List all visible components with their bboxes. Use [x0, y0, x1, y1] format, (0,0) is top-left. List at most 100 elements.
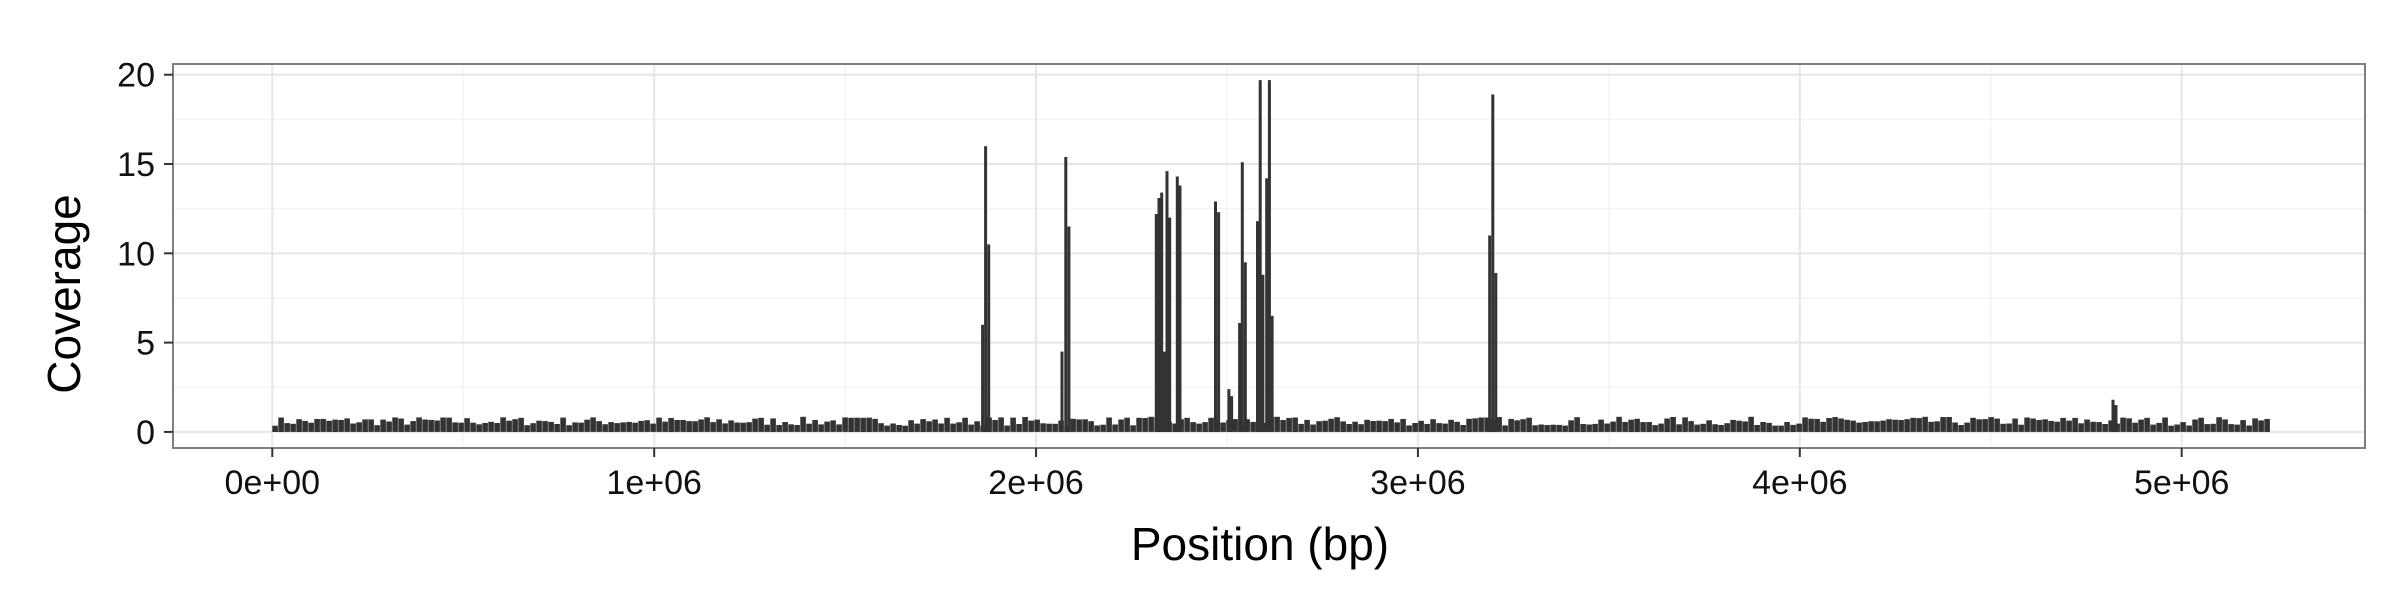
- coverage-baseline-bar: [920, 419, 926, 432]
- coverage-peak-bar: [1168, 217, 1172, 432]
- coverage-baseline-bar: [1484, 417, 1490, 432]
- coverage-baseline-bar: [938, 423, 944, 432]
- coverage-baseline-bar: [2030, 418, 2036, 432]
- coverage-baseline-bar: [1244, 419, 1250, 432]
- coverage-baseline-bar: [1670, 417, 1676, 432]
- coverage-baseline-bar: [566, 425, 572, 432]
- coverage-baseline-bar: [1652, 425, 1658, 432]
- plot-panel: [172, 63, 2366, 449]
- coverage-baseline-bar: [1172, 423, 1178, 432]
- coverage-baseline-bar: [1880, 420, 1886, 432]
- coverage-peak-bar: [1165, 171, 1169, 432]
- coverage-baseline-bar: [350, 423, 356, 432]
- coverage-baseline-bar: [1988, 417, 1994, 432]
- coverage-baseline-bar: [1070, 418, 1076, 432]
- coverage-peak-bar: [1491, 94, 1495, 433]
- coverage-bars: [272, 80, 2270, 433]
- coverage-baseline-bar: [2132, 422, 2138, 432]
- coverage-peak-bar: [1154, 214, 1158, 432]
- coverage-baseline-bar: [1958, 425, 1964, 432]
- coverage-baseline-bar: [2006, 423, 2012, 432]
- coverage-baseline-bar: [1148, 416, 1154, 432]
- coverage-baseline-bar: [1568, 420, 1574, 432]
- coverage-baseline-bar: [710, 422, 716, 432]
- coverage-baseline-bar: [746, 422, 752, 432]
- coverage-baseline-bar: [1676, 424, 1682, 432]
- coverage-baseline-bar: [644, 420, 650, 432]
- coverage-baseline-bar: [824, 421, 830, 432]
- coverage-baseline-bar: [2018, 424, 2024, 432]
- coverage-baseline-bar: [1712, 424, 1718, 432]
- coverage-baseline-bar: [1052, 423, 1058, 432]
- coverage-baseline-bar: [2024, 417, 2030, 432]
- coverage-baseline-bar: [932, 419, 938, 432]
- coverage-baseline-bar: [2096, 422, 2102, 432]
- coverage-baseline-bar: [968, 424, 974, 432]
- coverage-baseline-bar: [1496, 417, 1502, 432]
- coverage-baseline-bar: [1808, 418, 1814, 432]
- coverage-baseline-bar: [914, 423, 920, 432]
- coverage-baseline-bar: [638, 420, 644, 432]
- coverage-baseline-bar: [1940, 417, 1946, 432]
- coverage-baseline-bar: [2066, 420, 2072, 432]
- coverage-peak-bar: [987, 244, 991, 432]
- coverage-baseline-bar: [1964, 422, 1970, 432]
- coverage-baseline-bar: [1850, 420, 1856, 432]
- coverage-baseline-bar: [548, 421, 554, 432]
- coverage-baseline-bar: [704, 417, 710, 432]
- coverage-baseline-bar: [1430, 419, 1436, 432]
- coverage-baseline-bar: [2174, 424, 2180, 432]
- coverage-baseline-bar: [1028, 420, 1034, 432]
- coverage-baseline-bar: [800, 416, 806, 432]
- coverage-baseline-bar: [998, 417, 1004, 432]
- coverage-peak-bar: [2114, 405, 2118, 432]
- x-tick-label: 5e+06: [2134, 464, 2230, 502]
- coverage-baseline-bar: [2054, 421, 2060, 432]
- coverage-baseline-bar: [2078, 423, 2084, 432]
- coverage-baseline-bar: [590, 417, 596, 432]
- x-tick-label: 0e+00: [225, 464, 321, 502]
- coverage-baseline-bar: [572, 422, 578, 432]
- coverage-baseline-bar: [1322, 420, 1328, 432]
- coverage-baseline-bar: [302, 420, 308, 432]
- coverage-baseline-bar: [1532, 425, 1538, 432]
- coverage-baseline-bar: [1550, 424, 1556, 432]
- coverage-peak-bar: [1217, 212, 1221, 432]
- coverage-baseline-bar: [1316, 421, 1322, 432]
- coverage-baseline-bar: [2204, 424, 2210, 432]
- coverage-baseline-bar: [788, 424, 794, 432]
- coverage-baseline-bar: [308, 422, 314, 432]
- coverage-baseline-bar: [668, 418, 674, 432]
- coverage-baseline-bar: [560, 417, 566, 432]
- coverage-baseline-bar: [1814, 418, 1820, 432]
- coverage-baseline-bar: [1208, 417, 1214, 432]
- coverage-baseline-bar: [908, 420, 914, 432]
- coverage-baseline-bar: [1640, 422, 1646, 432]
- coverage-baseline-bar: [1820, 421, 1826, 432]
- coverage-baseline-bar: [356, 422, 362, 432]
- coverage-baseline-bar: [470, 422, 476, 432]
- coverage-peak-bar: [1243, 262, 1247, 432]
- coverage-baseline-bar: [722, 423, 728, 432]
- coverage-baseline-bar: [1310, 424, 1316, 432]
- coverage-baseline-bar: [542, 421, 548, 432]
- coverage-baseline-bar: [794, 425, 800, 432]
- coverage-baseline-bar: [728, 420, 734, 432]
- coverage-baseline-bar: [1886, 419, 1892, 432]
- coverage-baseline-bar: [614, 423, 620, 432]
- y-axis: 0 5 10 15 20: [117, 57, 173, 452]
- coverage-baseline-bar: [1136, 417, 1142, 432]
- coverage-baseline-bar: [1892, 419, 1898, 432]
- coverage-baseline-bar: [332, 419, 338, 432]
- x-tick-label: 4e+06: [1752, 464, 1848, 502]
- coverage-baseline-bar: [956, 422, 962, 432]
- coverage-baseline-bar: [2048, 420, 2054, 432]
- coverage-baseline-bar: [446, 417, 452, 432]
- coverage-peak-bar: [1270, 315, 1274, 432]
- coverage-baseline-bar: [2036, 420, 2042, 432]
- x-tick-label: 1e+06: [606, 464, 702, 502]
- coverage-baseline-bar: [488, 421, 494, 432]
- coverage-baseline-bar: [296, 419, 302, 432]
- coverage-baseline-bar: [1466, 418, 1472, 432]
- coverage-baseline-bar: [1520, 419, 1526, 432]
